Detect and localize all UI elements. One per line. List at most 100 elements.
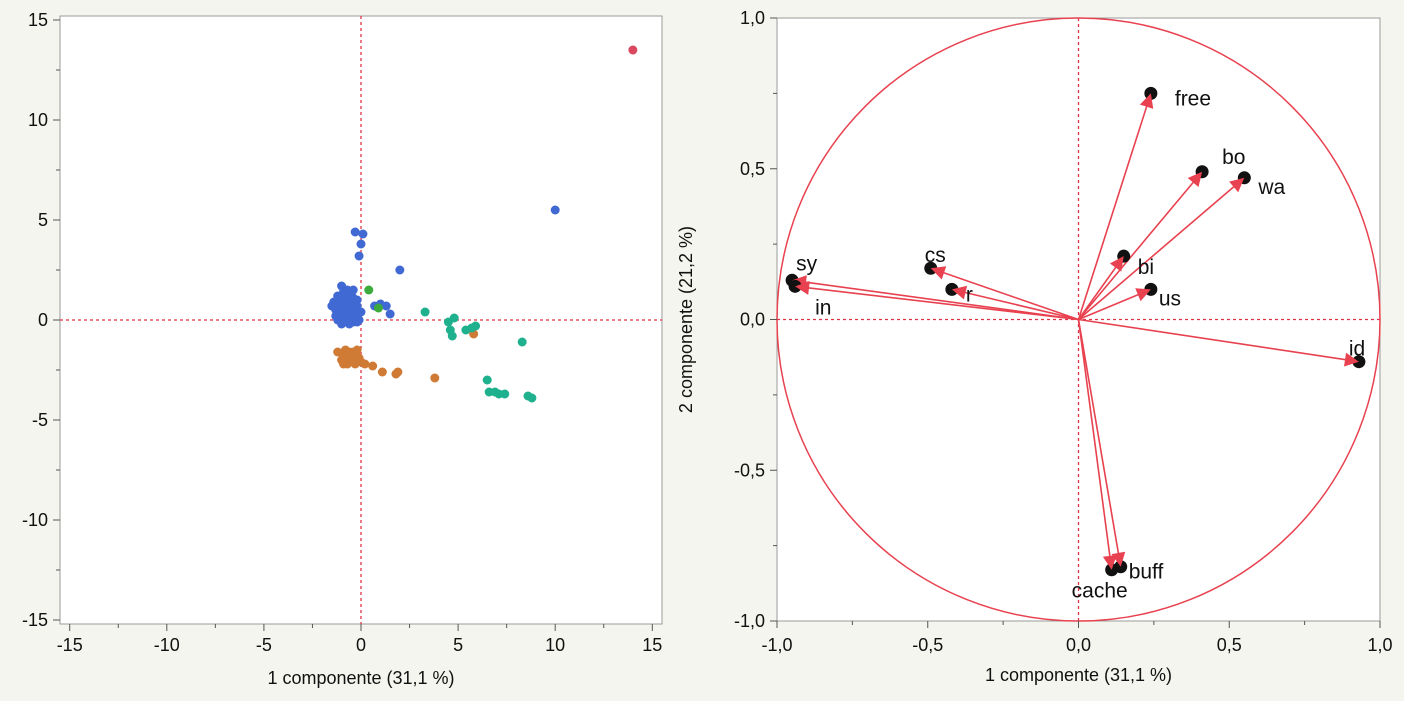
score-point [430,373,440,383]
vector-line [1078,318,1360,363]
score-x-tick-label: 10 [545,635,565,655]
vector-arrowhead [1109,256,1124,272]
score-x-tick-label: -5 [256,635,272,655]
score-y-tick-label: -15 [22,610,48,630]
vector-label: free [1175,87,1211,110]
score-point [344,315,354,325]
score-point [628,45,638,55]
loading-vector-r: r [945,282,1079,321]
vector-line [1077,93,1152,320]
vector-line [930,267,1079,321]
loading-vector-wa: wa [1077,171,1285,321]
loading-x-tick-label: 1,0 [1367,635,1392,655]
vector-arrowhead [1344,352,1359,367]
vector-label: sy [796,252,818,275]
score-point [377,367,387,377]
loading-x-axis-label: 1 componente (31,1 %) [985,665,1172,685]
loading-vector-id: id [1078,318,1366,369]
score-plot: -15 -10 -5 0 5 10 15 -15 -10 -5 0 5 10 15 1 componente… [22,10,663,688]
score-point [393,367,403,377]
vector-label: cache [1072,580,1128,603]
score-x-tick-label: 15 [642,635,662,655]
vector-label: buff [1129,561,1164,584]
score-series-green [364,285,383,313]
loading-vector-cs: cs [924,244,1079,321]
vector-label: cs [925,244,946,267]
score-x-tick-label: -15 [57,635,83,655]
vector-line [951,288,1079,321]
vector-label: id [1349,338,1365,361]
score-point [339,359,349,369]
score-point [482,375,492,385]
score-point [356,307,366,317]
score-point [346,289,356,299]
score-y-tick-label: 0 [38,310,48,330]
loading-vector-sy: sy [785,252,1079,321]
score-point [352,317,362,327]
loading-y-axis-label: 2 componente (21,2 %) [676,226,696,413]
score-x-tick-label: 5 [453,635,463,655]
score-series-blue [327,205,560,329]
vector-line [1077,177,1245,321]
loading-vector-in: in [788,279,1079,321]
vector-arrowhead [951,285,968,300]
score-point [381,301,391,311]
score-series-teal [420,307,537,403]
loading-plot: -1,0 -0,5 0,0 0,5 1,0 -1,0 -0,5 0,0 0,5 1,0 1 comp… [676,8,1393,685]
score-point [350,227,360,237]
score-point [364,285,374,295]
score-point [354,251,364,261]
score-point [395,265,405,275]
loading-vector-bi: bi [1077,249,1154,320]
score-point [360,359,370,369]
score-point [385,309,395,319]
vector-arrowhead [1135,288,1151,302]
score-y-tick-label: -10 [22,510,48,530]
score-point [327,301,337,311]
vector-line [1077,171,1203,321]
loading-y-tick-label: 0,0 [740,310,765,330]
score-point [373,303,383,313]
vector-line [1077,319,1113,570]
score-point [348,347,358,357]
vector-arrowhead [1102,554,1117,570]
vector-arrowhead [1229,177,1245,193]
score-point [420,307,430,317]
score-point [368,361,378,371]
vector-label: r [966,283,973,306]
vector-label: us [1159,287,1181,310]
score-x-tick-label: 0 [356,635,366,655]
loading-vector-bo: bo [1077,146,1245,321]
vector-arrowhead [1139,93,1154,109]
score-point [356,239,366,249]
loading-y-tick-label: 0,5 [740,159,765,179]
vector-label: wa [1257,176,1285,199]
loading-x-tick-label: 0,0 [1066,635,1091,655]
score-series-red [628,45,638,55]
score-point [517,337,527,347]
score-point [447,331,457,341]
loading-vector-us: us [1078,282,1181,321]
loading-vector-free: free [1077,86,1211,320]
loading-y-tick-label: -1,0 [734,611,765,631]
score-point [550,205,560,215]
score-y-tick-label: -5 [32,410,48,430]
loading-y-tick-label: -0,5 [734,460,765,480]
score-point [340,297,350,307]
vector-arrowhead [1187,171,1203,187]
score-point [350,299,360,309]
vector-label: bi [1138,256,1154,279]
score-point [471,321,481,331]
loading-x-tick-label: 0,5 [1217,635,1242,655]
vector-line [1077,319,1122,567]
score-point [331,311,341,321]
score-x-tick-label: -10 [154,635,180,655]
score-x-axis-label: 1 componente (31,1 %) [267,668,454,688]
vector-arrowhead [930,266,947,280]
score-y-tick-label: 10 [28,110,48,130]
score-point [500,389,510,399]
score-point [527,393,537,403]
loading-y-tick-label: 1,0 [740,8,765,28]
